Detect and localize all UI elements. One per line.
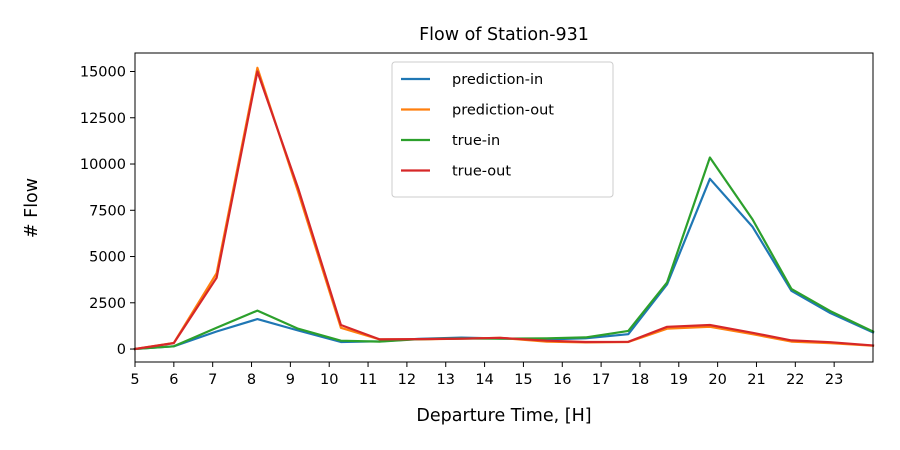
legend-box xyxy=(391,61,614,198)
legend-label-prediction-in: prediction-in xyxy=(452,72,543,88)
y-tick-label: 0 xyxy=(117,342,126,358)
y-axis-title: # Flow xyxy=(22,178,42,238)
legend-label-true-in: true-in xyxy=(452,133,500,149)
legend-label-true-out: true-out xyxy=(452,164,511,180)
y-tick-label: 15000 xyxy=(80,65,126,81)
axes-frame xyxy=(134,52,874,363)
x-tick-label: 7 xyxy=(208,372,217,388)
x-tick-label: 21 xyxy=(747,372,765,388)
series-line-prediction-in xyxy=(133,177,875,351)
x-tick-label: 15 xyxy=(514,372,532,388)
x-tick-label: 5 xyxy=(130,372,139,388)
chart-title: Flow of Station-931 xyxy=(419,25,589,45)
y-tick-label: 10000 xyxy=(80,157,126,173)
x-tick-label: 20 xyxy=(708,372,726,388)
legend-label-prediction-out: prediction-out xyxy=(452,103,554,119)
legend: prediction-in prediction-out true-in true-o… xyxy=(391,61,614,198)
x-axis-title: Departure Time, [H] xyxy=(416,406,591,426)
y-tick-label: 2500 xyxy=(89,296,126,312)
x-tick-label: 14 xyxy=(475,372,493,388)
x-tick-label: 17 xyxy=(592,372,610,388)
x-tick-label: 13 xyxy=(437,372,455,388)
axes: 5 6 7 8 9 10 11 12 13 14 15 16 17 18 19 20 21 22 23 0 2500 50… xyxy=(80,52,874,388)
y-tick-label: 5000 xyxy=(89,250,126,266)
x-tick-label: 23 xyxy=(825,372,843,388)
x-tick-label: 6 xyxy=(169,372,178,388)
x-tick-label: 19 xyxy=(670,372,688,388)
x-tick-label: 8 xyxy=(247,372,256,388)
x-tick-label: 18 xyxy=(631,372,649,388)
series-line-true-out xyxy=(133,70,875,351)
plot-area xyxy=(133,66,875,351)
x-tick-label: 16 xyxy=(553,372,571,388)
x-tick-label: 10 xyxy=(320,372,338,388)
y-tick-label: 7500 xyxy=(89,203,126,219)
x-tick-label: 11 xyxy=(359,372,377,388)
y-tick-label: 12500 xyxy=(80,111,126,127)
x-tick-label: 12 xyxy=(398,372,416,388)
x-tick-label: 22 xyxy=(786,372,804,388)
x-tick-label: 9 xyxy=(286,372,295,388)
